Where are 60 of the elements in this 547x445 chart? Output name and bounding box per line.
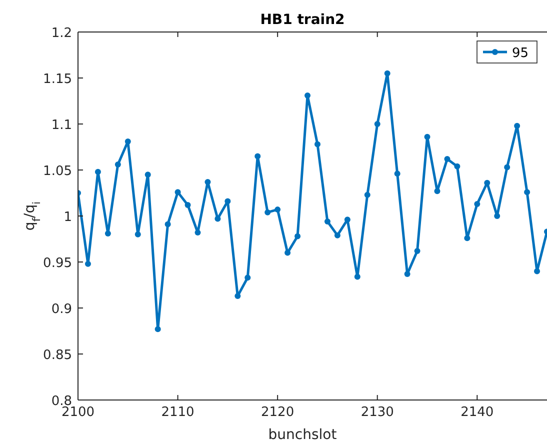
point xyxy=(254,153,261,160)
point xyxy=(434,188,440,194)
point xyxy=(214,216,221,222)
point xyxy=(244,274,251,281)
point xyxy=(134,231,141,238)
point xyxy=(454,163,460,170)
x-tick-label: 2120 xyxy=(261,405,294,420)
x-tick-label: 2140 xyxy=(460,405,494,420)
point xyxy=(464,235,470,242)
y-tick-label: 1 xyxy=(64,210,72,225)
point xyxy=(394,170,400,177)
point xyxy=(494,213,500,219)
legend-label: 95 xyxy=(512,46,529,61)
point xyxy=(414,248,420,254)
point xyxy=(354,274,360,280)
x-axis-title: bunchslot xyxy=(268,427,338,443)
chart-title: HB1 train2 xyxy=(260,12,345,28)
x-tick-label: 2130 xyxy=(360,405,394,420)
point xyxy=(224,198,231,204)
point xyxy=(384,70,390,76)
point xyxy=(524,189,530,196)
point xyxy=(424,134,430,140)
point xyxy=(274,206,281,213)
point xyxy=(94,168,101,175)
point xyxy=(194,230,201,236)
point xyxy=(84,260,91,267)
point xyxy=(444,156,450,162)
point xyxy=(284,250,291,256)
point xyxy=(164,221,171,228)
point xyxy=(184,202,191,208)
point xyxy=(154,326,161,332)
point xyxy=(234,293,241,300)
point xyxy=(374,121,380,127)
point xyxy=(324,218,330,225)
point xyxy=(114,161,121,168)
point xyxy=(124,138,131,144)
point xyxy=(514,122,520,129)
point xyxy=(314,141,320,148)
y-tick-label: 1.15 xyxy=(43,72,72,87)
x-tick-label: 2110 xyxy=(161,405,194,420)
y-tick-label: 0.95 xyxy=(43,256,72,271)
point xyxy=(304,92,311,98)
point xyxy=(534,268,540,274)
point xyxy=(404,270,410,277)
point xyxy=(204,178,211,185)
point xyxy=(334,232,340,238)
y-tick-label: 0.9 xyxy=(51,302,72,317)
y-tick-label: 1.1 xyxy=(51,118,72,133)
y-tick-label: 1.05 xyxy=(43,164,72,179)
point xyxy=(344,216,350,223)
point xyxy=(264,209,271,216)
point xyxy=(504,164,510,170)
point xyxy=(484,180,490,186)
point xyxy=(364,192,370,198)
point xyxy=(144,172,151,178)
y-tick-label: 0.85 xyxy=(43,348,72,363)
point xyxy=(174,189,181,196)
point xyxy=(474,201,480,208)
y-tick-label: 1.2 xyxy=(51,26,72,41)
point xyxy=(294,233,301,240)
